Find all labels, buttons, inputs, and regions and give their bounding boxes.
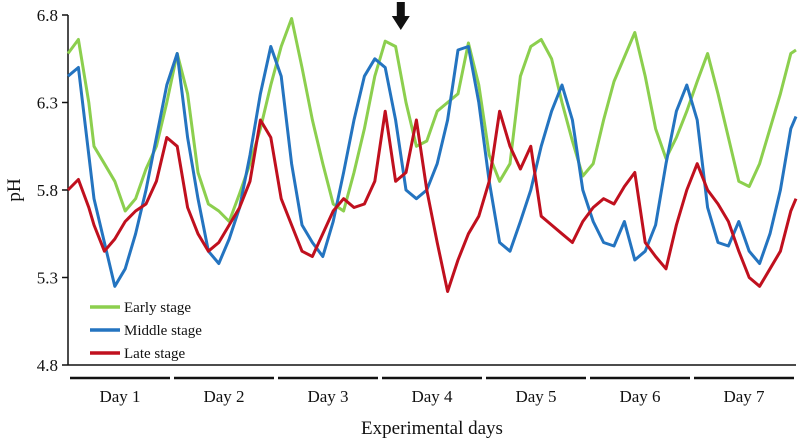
legend-label: Middle stage: [124, 323, 202, 339]
day-label: Day 6: [619, 387, 660, 406]
y-tick-label: 6.8: [37, 6, 58, 25]
day-label: Day 5: [515, 387, 556, 406]
day-label: Day 4: [411, 387, 453, 406]
day-label: Day 7: [723, 387, 765, 406]
y-axis-title: pH: [4, 178, 25, 202]
day-label: Day 3: [307, 387, 348, 406]
y-tick-label: 5.8: [37, 181, 58, 200]
day-label: Day 1: [99, 387, 140, 406]
legend-label: Late stage: [124, 346, 186, 362]
series-line-early-stage: [66, 17, 797, 223]
day-label: Day 2: [203, 387, 244, 406]
y-tick-label: 5.3: [37, 269, 58, 288]
x-axis-title: Experimental days: [361, 418, 503, 439]
y-tick-label: 4.8: [37, 356, 58, 375]
y-tick-label: 6.3: [37, 94, 58, 113]
down-arrow-icon: [391, 2, 410, 30]
series-line-late-stage: [66, 109, 798, 293]
series-line-middle-stage: [67, 45, 798, 288]
legend-label: Early stage: [124, 300, 191, 316]
